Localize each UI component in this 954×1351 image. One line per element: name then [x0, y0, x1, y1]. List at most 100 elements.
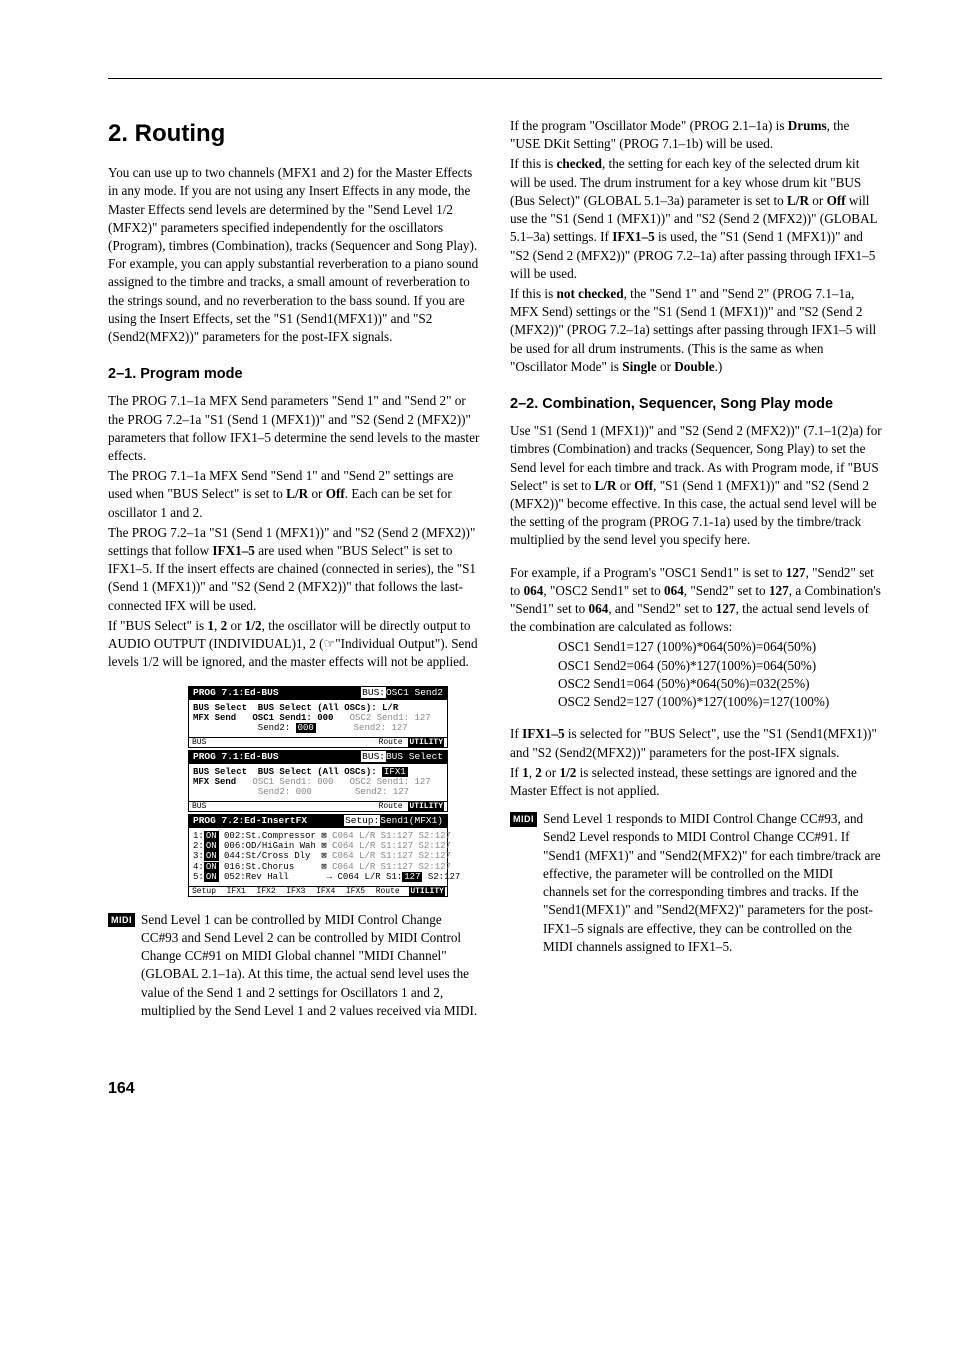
- s22-p1: Use "S1 (Send 1 (MFX1))" and "S2 (Send 2…: [510, 422, 882, 550]
- lcd1-r1: BUS Select BUS Select (All OSCs): L/R: [193, 703, 443, 713]
- text: Send1(MFX1): [380, 815, 443, 826]
- left-column: 2. Routing You can use up to two channel…: [108, 117, 480, 1020]
- lcd-screenshot-2: PROG 7.1:Ed-BUS BUS:BUS Select BUS Selec…: [188, 750, 448, 812]
- s21-p2: The PROG 7.1–1a MFX Send "Send 1" and "S…: [108, 467, 480, 522]
- midi-icon: MIDI: [510, 812, 537, 826]
- text: OSC2 Send1: 127: [350, 713, 431, 723]
- text: MFX Send: [193, 777, 252, 787]
- bold-ifx15: IFX1–5: [612, 229, 655, 244]
- t: ⊠: [321, 841, 332, 851]
- tab: IFX2: [255, 887, 276, 896]
- midi2-text: Send Level 1 responds to MIDI Control Ch…: [543, 810, 882, 956]
- t: 052:Rev Hall → C064 L/R S1:: [219, 872, 403, 882]
- on: ON: [204, 851, 219, 861]
- section-heading: 2. Routing: [108, 117, 480, 150]
- calc-block: OSC1 Send1=127 (100%)*064(50%)=064(50%) …: [558, 638, 882, 711]
- intro-para: You can use up to two channels (MFX1 and…: [108, 164, 480, 346]
- t: ⊠: [321, 862, 332, 872]
- inv: IFX1: [382, 767, 408, 777]
- text: If: [510, 726, 522, 741]
- tab: BUS: [191, 802, 207, 811]
- lcd1-r2: MFX Send OSC1 Send1: 000 OSC2 Send1: 127: [193, 713, 443, 723]
- tab: Route: [378, 802, 404, 811]
- lcd3-title-left: PROG 7.2:Ed-InsertFX: [193, 816, 307, 827]
- tab-right: Route UTILITY: [377, 802, 445, 811]
- lcd2-r3: Send2: 000 Send2: 127: [193, 787, 443, 797]
- tab: Route: [375, 887, 401, 896]
- bold-064: 064: [664, 583, 684, 598]
- right-p1: If the program "Oscillator Mode" (PROG 2…: [510, 117, 882, 153]
- bold-ifx: IFX1–5: [212, 543, 255, 558]
- text: or: [308, 486, 326, 501]
- t: 2:: [193, 841, 204, 851]
- tab: UTILITY: [409, 887, 445, 896]
- text: If this is: [510, 156, 557, 171]
- bold-127: 127: [786, 565, 806, 580]
- lcd3-tabs: Setup IFX1 IFX2 IFX3 IFX4 IFX5 Route UTI…: [189, 886, 447, 896]
- bold-single: Single: [622, 359, 656, 374]
- t: C064 L/R S1:127 S2:127: [332, 862, 451, 872]
- text: or: [809, 193, 827, 208]
- text: Setup:: [344, 815, 380, 826]
- t: 016:St.Chorus: [219, 862, 322, 872]
- lcd3-body: 1:ON 002:St.Compressor ⊠ C064 L/R S1:127…: [189, 828, 447, 886]
- tab: UTILITY: [408, 802, 444, 811]
- t: 5:: [193, 872, 204, 882]
- bold-12: 1/2: [245, 618, 262, 633]
- t: 4:: [193, 862, 204, 872]
- bold-off: Off: [634, 478, 653, 493]
- lcd-screenshot-1: PROG 7.1:Ed-BUS BUS:OSC1 Send2 BUS Selec…: [188, 686, 448, 748]
- tab: Route: [378, 738, 404, 747]
- top-rule: [108, 78, 882, 79]
- text: , and "Send2" set to: [608, 601, 715, 616]
- text: is selected for "BUS Select", use the "S…: [510, 726, 877, 759]
- bold-1: 1: [207, 618, 214, 633]
- lcd1-r3: Send2: 000 Send2: 127: [193, 723, 443, 733]
- text: OSC1 Send2: [386, 687, 443, 698]
- bold-127: 127: [769, 583, 789, 598]
- bold-064: 064: [524, 583, 544, 598]
- t: 1:: [193, 831, 204, 841]
- text: [316, 723, 354, 733]
- tab: IFX3: [285, 887, 306, 896]
- post-p1: If IFX1–5 is selected for "BUS Select", …: [510, 725, 882, 761]
- lcd3-row: 2:ON 006:OD/HiGain Wah ⊠ C064 L/R S1:127…: [193, 841, 443, 851]
- t: C064 L/R S1:127 S2:127: [332, 831, 451, 841]
- text: OSC1 Send1: 000 OSC2 Send1: 127: [252, 777, 430, 787]
- text: If: [510, 765, 522, 780]
- text: , "Send2" set to: [684, 583, 769, 598]
- on: ON: [204, 831, 219, 841]
- lcd-stack: PROG 7.1:Ed-BUS BUS:OSC1 Send2 BUS Selec…: [188, 686, 480, 897]
- subsection-21-title: 2–1. Program mode: [108, 364, 480, 384]
- bold-lr: L/R: [595, 478, 617, 493]
- bold-drums: Drums: [788, 118, 827, 133]
- bold-notchecked: not checked: [557, 286, 624, 301]
- t: C064 L/R S1:127 S2:127: [332, 851, 451, 861]
- tab: IFX5: [345, 887, 366, 896]
- text: If this is: [510, 286, 557, 301]
- midi-note-2: MIDI Send Level 1 responds to MIDI Contr…: [510, 810, 882, 956]
- text: BUS Select: [386, 751, 443, 762]
- lcd3-title-right: Setup:Send1(MFX1): [344, 816, 443, 827]
- tab-right: Route UTILITY: [377, 738, 445, 747]
- lcd2-title-right: BUS:BUS Select: [361, 752, 443, 763]
- bold-checked: checked: [557, 156, 602, 171]
- bold-12: 1/2: [559, 765, 576, 780]
- t: 3:: [193, 851, 204, 861]
- lcd1-title-left: PROG 7.1:Ed-BUS: [193, 688, 279, 699]
- text: [193, 787, 258, 797]
- page-number: 164: [108, 1080, 882, 1098]
- s21-p4: If "BUS Select" is 1, 2 or 1/2, the osci…: [108, 617, 480, 672]
- lcd2-r1: BUS Select BUS Select (All OSCs): IFX1: [193, 767, 443, 777]
- lcd2-tabs: BUS Route UTILITY: [189, 801, 447, 811]
- bold-lr: L/R: [286, 486, 308, 501]
- tab: IFX1: [226, 887, 247, 896]
- text: or: [616, 478, 634, 493]
- text: BUS:: [361, 687, 386, 698]
- lcd1-title-right: BUS:OSC1 Send2: [361, 688, 443, 699]
- tab: IFX4: [315, 887, 336, 896]
- text: , "OSC2 Send1" set to: [543, 583, 664, 598]
- post-p2: If 1, 2 or 1/2 is selected instead, thes…: [510, 764, 882, 800]
- inv: 000: [296, 723, 316, 733]
- tab: BUS: [191, 738, 207, 747]
